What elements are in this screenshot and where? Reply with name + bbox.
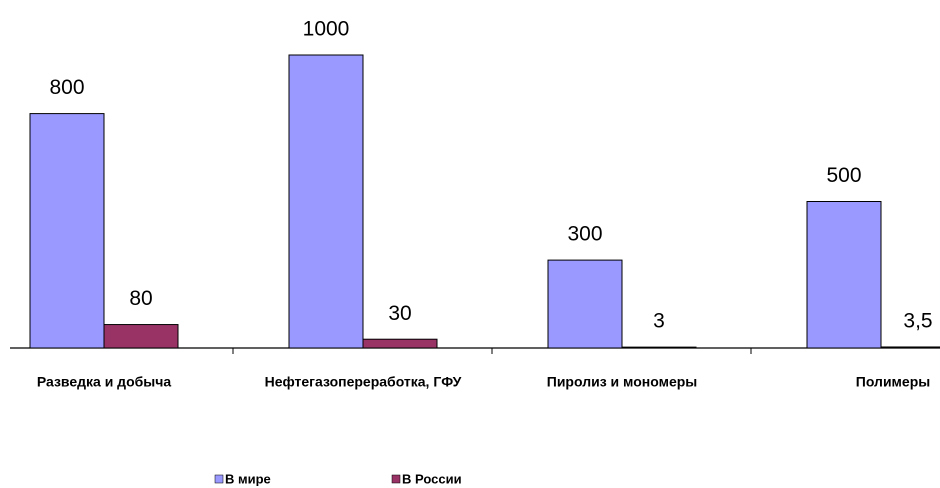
bar — [29, 113, 105, 349]
bar — [288, 54, 364, 349]
value-label: 1000 — [303, 18, 350, 41]
x-tick-label: Нефтегазопереработка, ГФУ — [265, 374, 462, 390]
legend-swatch — [214, 474, 224, 484]
value-label: 3 — [653, 310, 665, 333]
value-label: 80 — [129, 287, 152, 310]
x-tick-label: Полимеры — [856, 374, 930, 390]
bar — [362, 338, 438, 349]
x-tick-label: Пиролиз и мономеры — [547, 374, 697, 390]
bar — [880, 346, 940, 349]
value-label: 500 — [826, 164, 861, 187]
x-tick-label: Разведка и добыча — [37, 374, 172, 390]
value-label: 3,5 — [903, 310, 932, 333]
value-label: 300 — [567, 223, 602, 246]
legend-swatch — [391, 474, 401, 484]
legend-label: В России — [402, 471, 462, 486]
value-label: 30 — [388, 302, 411, 325]
bar — [621, 346, 697, 349]
legend-label: В мире — [225, 471, 271, 486]
bar — [806, 201, 882, 349]
bar — [103, 324, 179, 349]
bar — [547, 259, 623, 349]
value-label: 800 — [49, 76, 84, 99]
